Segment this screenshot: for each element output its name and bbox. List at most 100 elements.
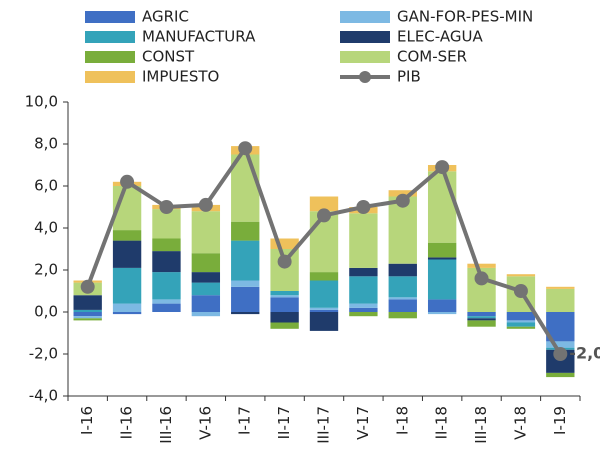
legend-swatch [340,51,390,63]
bar-segment [152,272,181,300]
x-tick-label: II-16 [118,406,136,439]
line-marker [277,254,292,269]
bar-segment [349,276,378,304]
line-marker [120,174,135,189]
bar-segment [231,221,260,241]
bar-segment [427,257,457,260]
bar-segment [270,312,299,323]
bar-segment [427,171,457,243]
bar-segment [506,320,536,323]
bar-segment [546,288,575,312]
legend-swatch [85,51,135,63]
bar-segment [152,251,181,273]
data-label: -2,0 [569,344,600,363]
line-marker [317,208,331,223]
bar-segment [388,312,417,319]
bar-segment [467,318,496,321]
bar-segment [73,318,102,321]
x-tick-label: II-17 [275,406,293,439]
y-tick-label: -4,0 [29,387,58,405]
bar-segment [73,309,102,312]
bar-segment [191,272,221,283]
line-marker [238,141,253,156]
line-marker [159,200,174,214]
bar-segment [112,267,142,304]
bar-segment [73,312,102,317]
bar-segment [427,312,457,315]
bar-segment [73,295,102,310]
bar-segment [231,154,260,222]
legend-swatch [85,11,135,23]
legend-swatch [85,71,135,83]
bar-segment [506,326,536,329]
legend-marker [359,71,371,83]
bar-segment [191,312,221,317]
line-marker [198,197,213,212]
bar-segment [427,242,457,258]
legend-label: AGRIC [142,8,189,26]
bar-segment [112,240,142,268]
bar-segment [506,312,536,321]
bar-segment [349,307,378,312]
legend-label: MANUFACTURA [142,28,256,46]
bar-segment [112,230,142,241]
bar-segment [388,299,417,312]
bar-segment [152,303,181,312]
y-tick-label: -2,0 [29,345,58,363]
bar-segment [191,295,221,312]
x-tick-label: I-18 [393,406,411,435]
y-tick-label: 2,0 [34,261,58,279]
line-marker [395,193,410,208]
x-tick-label: V-17 [354,406,372,440]
x-tick-label: III-18 [472,406,490,444]
bar-segment [231,280,260,287]
legend-label: IMPUESTO [142,68,219,86]
y-tick-label: 10,0 [25,93,58,111]
x-tick-label: III-17 [315,406,333,444]
bar-segment [191,211,221,254]
x-tick-label: V-18 [511,406,529,440]
legend-label: ELEC-AGUA [397,28,483,46]
bar-segment [506,274,536,277]
line-marker [356,200,371,214]
bar-segment [112,312,142,315]
y-tick-label: 4,0 [34,219,58,237]
bar-segment [231,240,260,281]
bar-segment [546,372,575,378]
bar-segment [309,272,339,281]
bar-segment [270,238,299,249]
bar-segment [309,280,339,308]
legend-label: CONST [142,48,195,66]
bar-segment [349,213,378,268]
bar-segment [270,322,299,329]
bar-segment [388,263,417,277]
bar-segment [467,312,496,317]
bar-segment [191,282,221,296]
legend-swatch [85,31,135,43]
line-marker [435,160,450,175]
line-marker [80,279,95,294]
bar-segment [231,286,260,312]
bar-segment [467,263,496,268]
bar-segment [388,276,417,298]
bar-segment [388,190,417,197]
bar-segment [152,209,181,239]
bar-segment [388,297,417,300]
bar-segment [467,320,496,327]
bar-segment [349,267,378,277]
y-tick-label: 0,0 [34,303,58,321]
bar-segment [112,303,142,312]
bar-segment [546,286,575,289]
bar-segment [152,238,181,252]
legend-swatch [340,31,390,43]
legend-label: GAN-FOR-PES-MIN [397,8,533,26]
bar-segment [309,307,339,310]
x-tick-label: I-19 [551,406,569,435]
legend-swatch [340,11,390,23]
bar-segment [231,312,260,315]
x-tick-label: III-16 [157,406,175,444]
line-marker [553,347,568,361]
line-marker [474,271,489,286]
bar-segment [309,196,339,212]
